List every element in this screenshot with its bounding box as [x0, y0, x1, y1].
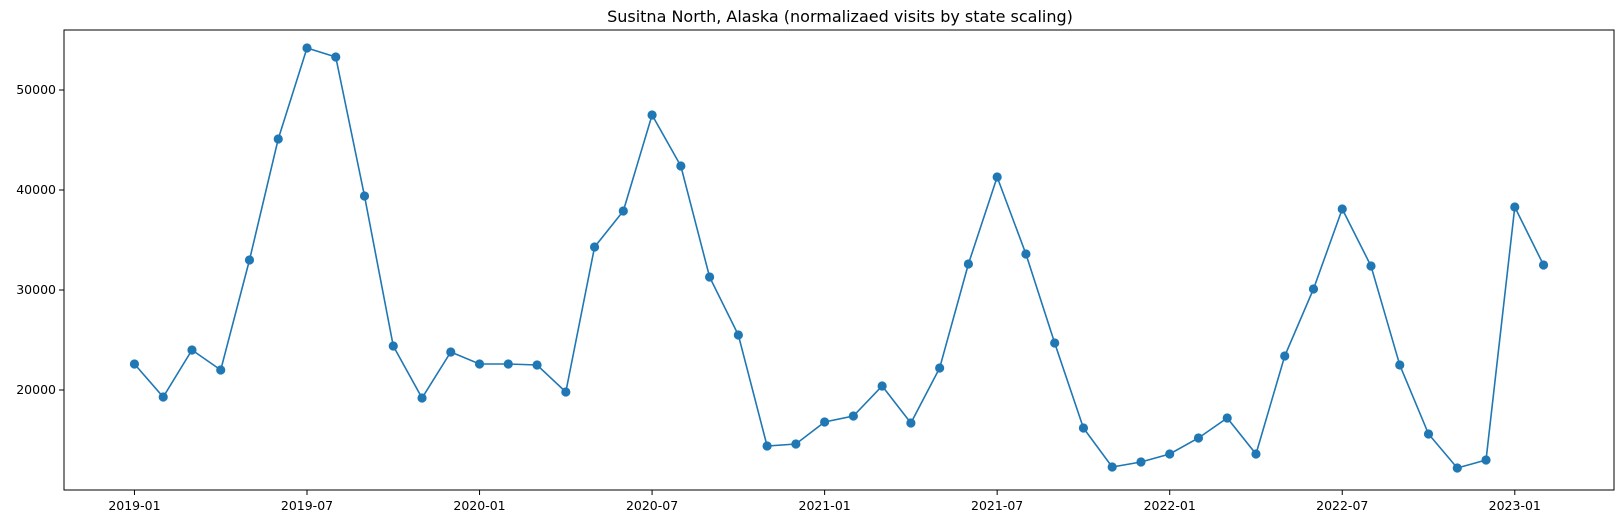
- data-point: [820, 417, 830, 427]
- series-line: [133, 46, 1545, 469]
- y-tick-label: 20000: [16, 382, 56, 397]
- data-point: [791, 439, 801, 449]
- data-point: [503, 359, 513, 369]
- data-point: [1021, 249, 1031, 259]
- data-point: [1193, 433, 1204, 443]
- data-point: [244, 255, 255, 265]
- x-tick-label: 2020-01: [453, 498, 505, 513]
- data-point: [992, 172, 1002, 182]
- chart-title: Susitna North, Alaska (normalizaed visit…: [607, 7, 1073, 26]
- data-point: [1165, 449, 1175, 459]
- data-point: [158, 392, 168, 402]
- data-point: [589, 242, 600, 252]
- data-point: [1251, 449, 1261, 459]
- data-point: [762, 441, 772, 451]
- data-point: [848, 411, 858, 421]
- data-point: [1423, 429, 1434, 439]
- data-point: [1050, 338, 1060, 348]
- data-point: [1107, 462, 1117, 472]
- data-point: [417, 393, 427, 403]
- data-point: [302, 43, 312, 53]
- data-point: [216, 365, 226, 375]
- data-point: [1395, 360, 1405, 370]
- data-point: [1222, 413, 1232, 423]
- y-tick-label: 40000: [16, 182, 56, 197]
- data-point: [1538, 260, 1549, 270]
- data-point: [1078, 423, 1089, 433]
- x-tick-label: 2019-07: [281, 498, 333, 513]
- data-point: [273, 134, 283, 144]
- data-point: [618, 206, 628, 216]
- x-tick-label: 2020-07: [626, 498, 678, 513]
- data-point: [474, 359, 485, 369]
- data-point: [331, 52, 341, 62]
- data-point: [1366, 261, 1376, 271]
- data-point: [561, 387, 571, 397]
- x-tick-label: 2021-07: [971, 498, 1023, 513]
- x-tick-label: 2019-01: [108, 498, 160, 513]
- data-point: [1337, 204, 1347, 214]
- x-tick-label: 2022-01: [1144, 498, 1196, 513]
- data-point: [1510, 202, 1520, 212]
- y-tick-label: 30000: [16, 282, 56, 297]
- data-point: [1308, 284, 1319, 294]
- data-point: [359, 191, 370, 201]
- data-point: [1280, 351, 1290, 361]
- x-tick-label: 2021-01: [799, 498, 851, 513]
- data-point: [1136, 457, 1146, 467]
- data-point: [935, 363, 945, 373]
- data-point: [187, 345, 197, 355]
- data-point: [388, 341, 398, 351]
- data-point: [704, 272, 715, 282]
- data-point: [1481, 455, 1491, 465]
- data-point: [129, 359, 140, 369]
- data-point: [1452, 463, 1462, 473]
- data-point: [877, 381, 887, 391]
- y-axis: 20000 30000 40000 50000: [16, 82, 64, 397]
- data-point: [446, 347, 456, 357]
- data-point: [647, 110, 657, 120]
- x-tick-label: 2022-07: [1316, 498, 1368, 513]
- data-point: [733, 330, 743, 340]
- plot-frame: [63, 29, 1615, 491]
- data-point: [676, 161, 686, 171]
- x-tick-label: 2023-01: [1489, 498, 1541, 513]
- x-axis: 2019-01 2019-07 2020-01 2020-07 2021-01 2021-…: [108, 490, 1541, 513]
- data-point: [963, 259, 974, 269]
- data-point: [906, 418, 916, 428]
- data-point: [532, 360, 542, 370]
- plot-area: [129, 43, 1549, 473]
- y-tick-label: 50000: [16, 82, 56, 97]
